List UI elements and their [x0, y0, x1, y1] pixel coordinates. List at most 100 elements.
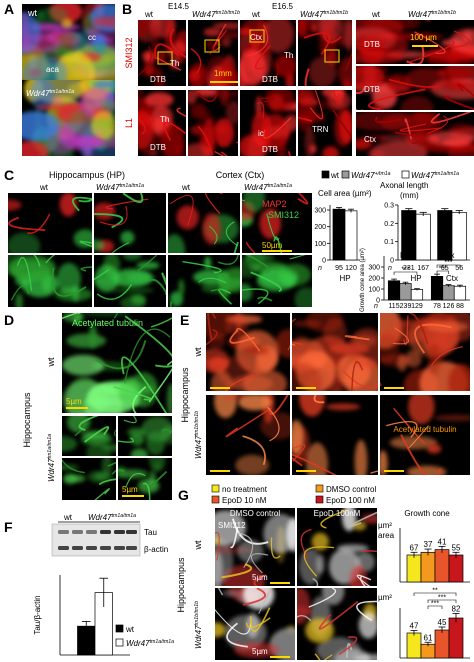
- group-label: HP: [339, 274, 350, 283]
- process: [62, 458, 85, 474]
- process: [392, 327, 410, 345]
- process: [114, 429, 116, 437]
- process: [322, 34, 342, 44]
- significance-bracket: [427, 605, 443, 609]
- signal: [154, 73, 165, 86]
- scale-label: 100 µm: [410, 33, 437, 42]
- process: [231, 518, 269, 545]
- signal: [71, 137, 104, 148]
- process: [210, 270, 230, 292]
- scale-label: 50µm: [262, 241, 283, 250]
- signal: [215, 622, 226, 638]
- legend-swatch: [115, 624, 124, 633]
- signal: [22, 11, 30, 54]
- process: [414, 31, 446, 54]
- signal: [138, 20, 151, 38]
- micrograph: [62, 458, 116, 500]
- signal: [380, 450, 388, 475]
- process: [182, 261, 222, 274]
- signal: [15, 292, 23, 307]
- process: [255, 45, 271, 70]
- blot-band: [58, 530, 69, 534]
- scale-label: 5µm: [252, 573, 268, 582]
- process: [169, 429, 172, 435]
- process: [233, 241, 239, 253]
- process: [256, 102, 265, 120]
- signal: [206, 313, 234, 340]
- genotype: wt: [251, 10, 261, 19]
- region-label: DTB: [364, 40, 380, 49]
- legend-swatch: [321, 170, 330, 179]
- signal: [178, 278, 185, 296]
- blot-band: [72, 530, 83, 534]
- micrograph: [118, 416, 172, 456]
- process: [169, 301, 173, 307]
- signal: [263, 513, 295, 554]
- genotype: Wdr47tm1a/tm1a: [411, 171, 459, 180]
- process: [198, 277, 227, 284]
- process: [338, 636, 358, 656]
- blot-band: [86, 546, 97, 550]
- process: [256, 296, 273, 302]
- process: [457, 83, 474, 98]
- process: [267, 395, 289, 415]
- gene: Wdr47: [351, 171, 375, 180]
- bar: [406, 632, 422, 659]
- gene: Wdr47: [192, 10, 216, 19]
- gene: wt: [193, 347, 203, 357]
- n-label: 65: [441, 265, 449, 272]
- process: [204, 193, 223, 215]
- region-label: DTB: [150, 75, 166, 84]
- signal: [94, 239, 105, 252]
- signal: [205, 55, 232, 86]
- process: [424, 20, 431, 22]
- process: [298, 116, 313, 122]
- genotype: wt: [27, 8, 37, 18]
- process: [98, 478, 116, 486]
- micrograph: [62, 313, 172, 413]
- panel-label: G: [178, 487, 189, 503]
- process: [251, 553, 269, 574]
- signal: [275, 328, 290, 359]
- allele: tm1b/tm1b: [194, 601, 200, 626]
- signal: [71, 474, 86, 483]
- group-label: HP: [400, 251, 411, 260]
- panel-label: E: [180, 312, 189, 328]
- signal: [228, 375, 274, 391]
- signal: [204, 256, 212, 270]
- process: [242, 435, 266, 466]
- scale-label: 5µm: [66, 397, 82, 406]
- process: [94, 340, 147, 370]
- signal: [329, 343, 370, 355]
- scale-label: 1mm: [214, 69, 232, 78]
- column-label: DMSO control: [230, 509, 280, 518]
- n-label: 45: [438, 618, 447, 627]
- process: [360, 575, 366, 586]
- gene: Wdr47: [96, 183, 120, 192]
- process: [266, 213, 280, 241]
- signal: [356, 138, 372, 150]
- micrograph: [168, 193, 240, 253]
- blot-band: [114, 546, 125, 550]
- legend-swatch: [211, 495, 220, 504]
- micrograph: [215, 508, 295, 586]
- process: [235, 327, 261, 352]
- axis-title: area: [378, 531, 395, 540]
- stain-label: SMI312: [218, 521, 246, 530]
- signal: [428, 343, 441, 375]
- signal: [62, 436, 78, 452]
- signal: [197, 111, 217, 150]
- stage: E14.5: [168, 2, 189, 11]
- signal: [242, 283, 253, 302]
- process: [217, 588, 224, 596]
- signal: [22, 33, 61, 55]
- process: [150, 317, 172, 328]
- signal: [400, 95, 434, 110]
- signal: [153, 461, 161, 471]
- significance: ***: [401, 267, 409, 274]
- signal: [299, 395, 325, 417]
- signal: [437, 66, 474, 80]
- genotype: wt: [46, 357, 56, 367]
- signal: [380, 334, 400, 363]
- signal: [84, 384, 123, 413]
